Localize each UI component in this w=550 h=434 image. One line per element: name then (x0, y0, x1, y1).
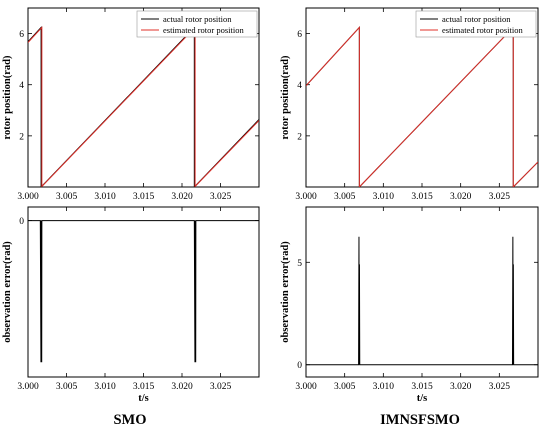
x-axis-label: t/s (138, 393, 149, 404)
series-line-1 (306, 26, 538, 187)
y-tick-label: 6 (297, 30, 302, 40)
x-tick-label: 3.000 (17, 382, 39, 392)
x-tick-label: 3.015 (133, 192, 155, 202)
y-tick-label: 0 (297, 361, 302, 371)
x-tick-label: 3.010 (373, 382, 395, 392)
x-tick-label: 3.020 (450, 192, 472, 202)
x-tick-label: 3.010 (373, 192, 395, 202)
y-axis-label: observation error(rad) (2, 241, 13, 343)
legend-label: actual rotor position (163, 14, 232, 24)
plot-frame (305, 206, 539, 378)
x-tick-label: 3.025 (210, 192, 232, 202)
plot-frame (27, 206, 260, 378)
x-tick-label: 3.015 (411, 192, 433, 202)
x-tick-label: 3.010 (94, 382, 116, 392)
legend-label: estimated rotor position (163, 25, 244, 35)
x-tick-label: 3.000 (295, 382, 317, 392)
series-group (306, 26, 538, 187)
x-tick-label: 3.020 (171, 382, 193, 392)
y-tick-label: 2 (297, 132, 302, 142)
series-line-1 (28, 220, 259, 363)
y-axis-label: rotor position(rad) (280, 55, 291, 139)
legend-box (136, 10, 258, 38)
x-tick-label: 3.005 (334, 192, 356, 202)
legend-label: actual rotor position (442, 14, 511, 24)
y-axis-label: observation error(rad) (280, 241, 291, 343)
series-line-1 (306, 236, 538, 366)
series-group (28, 26, 259, 187)
y-tick-label: 6 (19, 30, 24, 40)
x-tick-label: 3.005 (334, 382, 356, 392)
chart-panel-bottom-left: 3.000 3.005 3.010 3.015 3.020 3.025 0 observati… (2, 206, 260, 404)
caption-right: IMNSFSMO (380, 412, 460, 428)
chart-panel-top-right: 3.000 3.005 3.010 3.015 3.020 3.025 2 4 6 rotor p… (280, 7, 539, 202)
series-line-2 (28, 26, 259, 187)
legend-label: estimated rotor position (442, 25, 523, 35)
series-group (306, 236, 538, 366)
x-tick-label: 3.020 (171, 192, 193, 202)
x-axis-label: t/s (417, 393, 428, 404)
x-tick-label: 3.015 (411, 382, 433, 392)
series-group (28, 220, 259, 363)
y-axis-label: rotor position(rad) (2, 55, 13, 139)
chart-panel-bottom-right: 3.000 3.005 3.010 3.015 3.020 3.025 0 5 observat… (280, 206, 539, 404)
y-tick-label: 4 (297, 81, 302, 91)
x-tick-label: 3.025 (489, 382, 511, 392)
series-line-2 (306, 26, 538, 187)
y-tick-label: 2 (19, 132, 24, 142)
x-tick-label: 3.000 (295, 192, 317, 202)
caption-left: SMO (113, 412, 146, 428)
x-tick-label: 3.000 (17, 192, 39, 202)
x-tick-label: 3.005 (56, 382, 78, 392)
y-tick-label: 0 (19, 217, 24, 227)
x-tick-label: 3.015 (133, 382, 155, 392)
x-tick-label: 3.025 (489, 192, 511, 202)
legend-box (415, 10, 537, 38)
x-tick-label: 3.020 (450, 382, 472, 392)
y-tick-label: 5 (297, 259, 302, 269)
series-line-1 (28, 26, 259, 187)
y-tick-label: 4 (19, 81, 24, 91)
chart-panel-top-left: 3.000 3.005 3.010 3.015 3.020 3.025 2 4 6 rotor p… (2, 7, 260, 202)
x-tick-label: 3.005 (56, 192, 78, 202)
x-tick-label: 3.010 (94, 192, 116, 202)
x-tick-label: 3.025 (210, 382, 232, 392)
